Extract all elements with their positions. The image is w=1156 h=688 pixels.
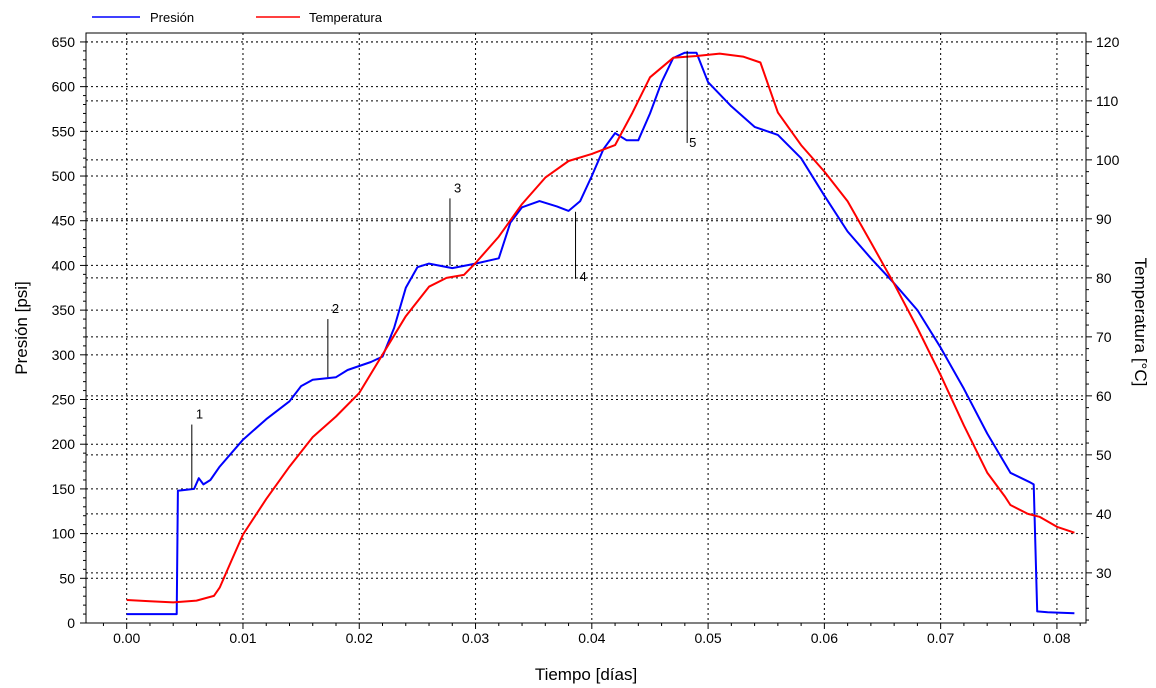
y-tick-label: 400 bbox=[52, 257, 76, 273]
annotation-label: 1 bbox=[196, 407, 203, 422]
y-tick-label: 650 bbox=[52, 34, 76, 50]
y2-tick-label: 70 bbox=[1096, 329, 1112, 345]
legend-label-temperatura: Temperatura bbox=[309, 10, 383, 25]
y-tick-label: 500 bbox=[52, 168, 76, 184]
y-tick-label: 600 bbox=[52, 79, 76, 95]
annotation-label: 3 bbox=[454, 180, 461, 195]
x-axis-label: Tiempo [días] bbox=[535, 665, 637, 684]
y2-tick-label: 120 bbox=[1096, 34, 1120, 50]
y-tick-label: 450 bbox=[52, 213, 76, 229]
y2-tick-label: 110 bbox=[1096, 93, 1119, 109]
y2-tick-label: 30 bbox=[1096, 565, 1112, 581]
y-axis-label: Presión [psi] bbox=[12, 281, 31, 375]
y2-axis-label: Temperatura [°C] bbox=[1131, 258, 1150, 387]
x-tick-label: 0.03 bbox=[462, 630, 489, 646]
y-tick-label: 350 bbox=[52, 302, 76, 318]
y-tick-label: 550 bbox=[52, 123, 76, 139]
grid-lines bbox=[86, 33, 1086, 623]
x-tick-label: 0.02 bbox=[346, 630, 373, 646]
y2-tick-label: 60 bbox=[1096, 388, 1112, 404]
y-tick-label: 250 bbox=[52, 392, 76, 408]
legend-label-presion: Presión bbox=[150, 10, 194, 25]
x-tick-label: 0.00 bbox=[113, 630, 140, 646]
y-tick-label: 0 bbox=[67, 615, 75, 631]
x-tick-label: 0.07 bbox=[927, 630, 954, 646]
presion-series-line bbox=[126, 51, 1075, 616]
annotation-label: 5 bbox=[689, 135, 696, 150]
y2-tick-label: 40 bbox=[1096, 506, 1112, 522]
y-tick-label: 150 bbox=[52, 481, 76, 497]
legend: Presión Temperatura bbox=[92, 10, 383, 25]
y2-tick-label: 80 bbox=[1096, 270, 1112, 286]
y-tick-label: 300 bbox=[52, 347, 76, 363]
x-axis-ticks: 0.00 0.01 0.02 0.03 0.04 0.05 0.06 0.07 0.08 bbox=[102, 623, 1081, 646]
annotation-label: 2 bbox=[332, 301, 339, 316]
plot-area-frame bbox=[85, 32, 1087, 624]
y2-tick-label: 90 bbox=[1096, 211, 1112, 227]
temperatura-series-line bbox=[126, 52, 1075, 604]
x-tick-label: 0.06 bbox=[811, 630, 838, 646]
series-lines bbox=[126, 51, 1075, 616]
x-tick-label: 0.01 bbox=[229, 630, 256, 646]
y2-axis-ticks: 30 40 50 60 70 80 90 100 110 120 bbox=[1086, 34, 1120, 621]
callout-annotations: 1 2 3 4 5 bbox=[191, 50, 696, 489]
y-tick-label: 100 bbox=[52, 526, 76, 542]
y2-tick-label: 50 bbox=[1096, 447, 1112, 463]
y-tick-label: 200 bbox=[52, 436, 76, 452]
y2-tick-label: 100 bbox=[1096, 152, 1120, 168]
x-tick-label: 0.05 bbox=[694, 630, 721, 646]
y-axis-ticks: 0 50 100 150 200 250 300 350 400 450 500 550 600 650 bbox=[52, 34, 86, 631]
x-tick-label: 0.08 bbox=[1043, 630, 1070, 646]
x-tick-label: 0.04 bbox=[578, 630, 605, 646]
annotation-label: 4 bbox=[580, 269, 587, 284]
y-tick-label: 50 bbox=[59, 570, 75, 586]
